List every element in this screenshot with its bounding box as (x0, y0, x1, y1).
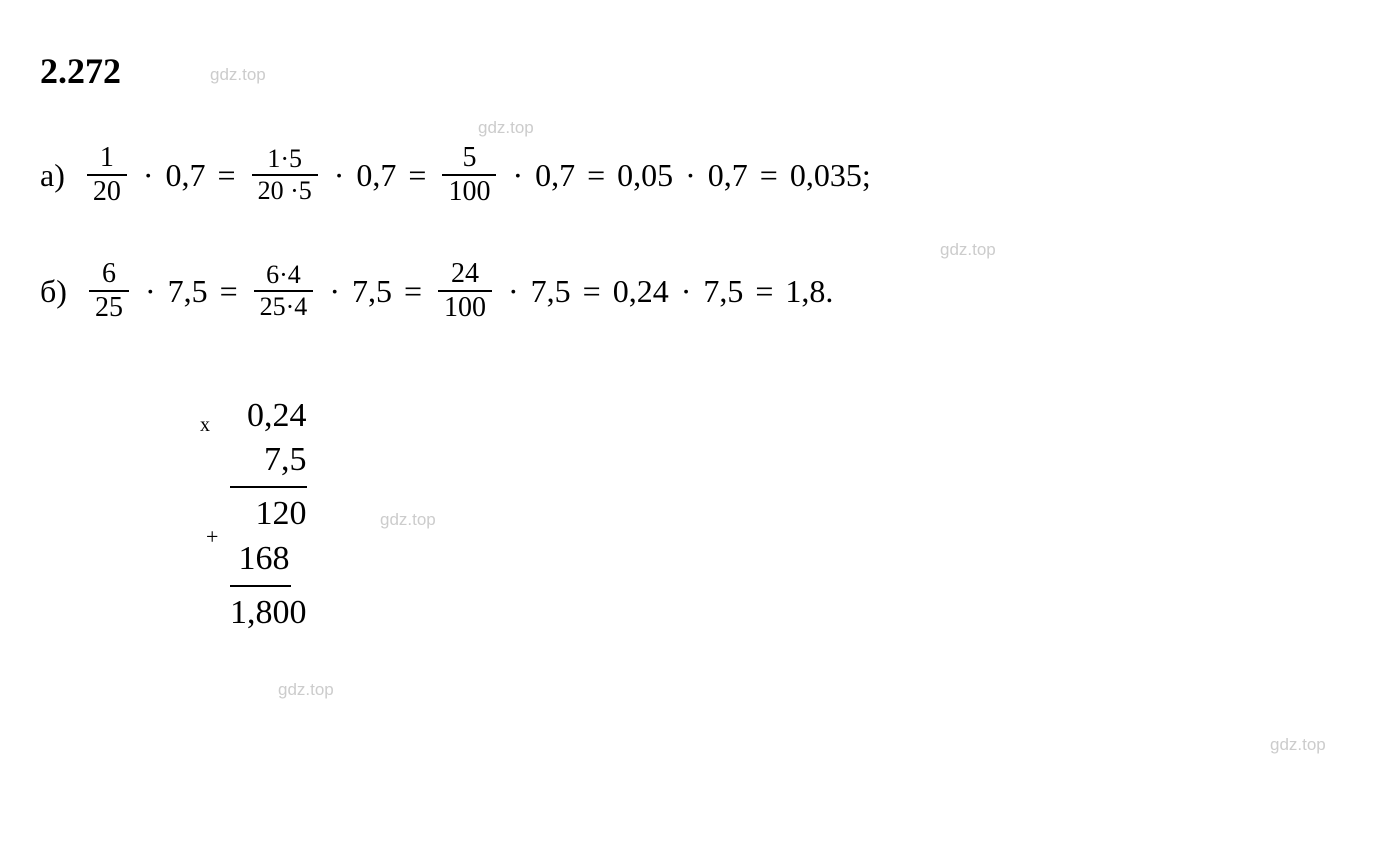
value: 0,7 (708, 157, 748, 194)
mult-row-3: 120 (230, 492, 307, 536)
equals-op: = (587, 157, 605, 194)
watermark: gdz.top (278, 680, 334, 700)
part-b-label: б) (40, 273, 67, 310)
denominator: 20 ·5 (252, 174, 318, 206)
equals-op: = (583, 273, 601, 310)
value: 0,24 (613, 273, 669, 310)
numerator: 6 (96, 258, 122, 290)
mult-row-1: 0,24 (230, 394, 307, 438)
equals-op: = (404, 273, 422, 310)
equals-op: = (218, 157, 236, 194)
value: 0,7 (535, 157, 575, 194)
value: 0,7 (166, 157, 206, 194)
value: 7,5 (703, 273, 743, 310)
denominator: 100 (438, 290, 492, 324)
fraction-b-1: 6 25 (89, 258, 129, 324)
fraction-a-1: 1 20 (87, 142, 127, 208)
fraction-a-2: 1·5 20 ·5 (252, 144, 318, 206)
fraction-a-3: 5 100 (442, 142, 496, 208)
value: 7,5 (168, 273, 208, 310)
equals-op: = (755, 273, 773, 310)
part-b-equation: б) 6 25 · 7,5 = 6·4 25·4 · 7,5 = 24 100 … (40, 258, 1359, 324)
result: 1,8. (785, 273, 833, 310)
value: 0,7 (356, 157, 396, 194)
result: 0,035; (790, 157, 871, 194)
denominator: 25·4 (254, 290, 314, 322)
part-a-equation: а) 1 20 · 0,7 = 1·5 20 ·5 · 0,7 = 5 100 … (40, 142, 1359, 208)
multiply-sign: х (200, 414, 210, 437)
watermark: gdz.top (940, 240, 996, 260)
denominator: 25 (89, 290, 129, 324)
fraction-b-2: 6·4 25·4 (254, 260, 314, 322)
numerator: 24 (445, 258, 485, 290)
equals-op: = (408, 157, 426, 194)
value: 7,5 (352, 273, 392, 310)
multiply-op: · (143, 157, 154, 194)
value: 0,05 (617, 157, 673, 194)
multiply-op: · (681, 273, 692, 310)
plus-sign: + (206, 524, 218, 550)
watermark: gdz.top (380, 510, 436, 530)
numerator: 6·4 (260, 260, 307, 290)
denominator: 20 (87, 174, 127, 208)
multiply-op: · (512, 157, 523, 194)
mult-result: 1,800 (230, 591, 307, 635)
fraction-b-3: 24 100 (438, 258, 492, 324)
watermark: gdz.top (478, 118, 534, 138)
equals-op: = (220, 273, 238, 310)
multiply-op: · (508, 273, 519, 310)
multiply-op: · (685, 157, 696, 194)
watermark: gdz.top (210, 65, 266, 85)
value: 7,5 (531, 273, 571, 310)
watermark: gdz.top (1270, 735, 1326, 755)
divider (230, 486, 307, 488)
mult-row-4: 168 (230, 537, 307, 581)
multiply-op: · (145, 273, 156, 310)
divider (230, 585, 291, 587)
multiply-op: · (334, 157, 345, 194)
numerator: 5 (456, 142, 482, 174)
multiply-op: · (329, 273, 340, 310)
long-multiplication: х 0,24 7,5 + 120 168 1,800 (230, 394, 307, 635)
equals-op: = (760, 157, 778, 194)
part-a-label: а) (40, 157, 65, 194)
numerator: 1 (94, 142, 120, 174)
denominator: 100 (442, 174, 496, 208)
numerator: 1·5 (261, 144, 308, 174)
mult-row-2: 7,5 (230, 438, 307, 482)
